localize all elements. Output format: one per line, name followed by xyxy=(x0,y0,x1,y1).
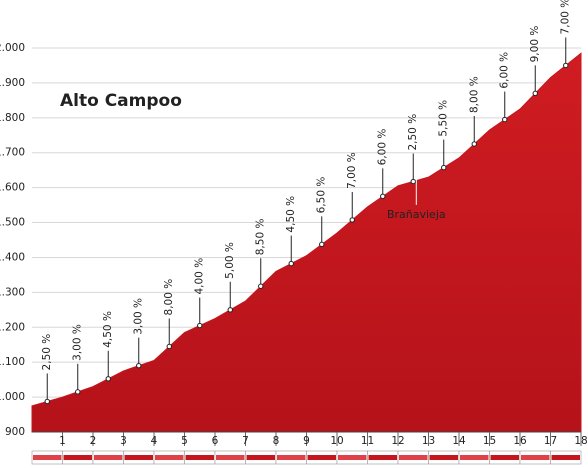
km-strip-band xyxy=(338,455,367,460)
km-strip-band xyxy=(155,455,184,460)
x-tick-label: 18 xyxy=(574,435,587,447)
gradient-dot xyxy=(319,241,325,248)
km-strip-band xyxy=(185,455,214,460)
gradient-label: 3,00 % xyxy=(72,324,84,361)
gradient-label: 4,50 % xyxy=(102,311,114,348)
x-tick-label: 16 xyxy=(513,435,527,447)
x-tick-label: 9 xyxy=(303,435,310,447)
gradient-dot xyxy=(349,217,355,223)
y-tick-label: 1.000 xyxy=(0,391,25,403)
gradient-dot xyxy=(258,283,264,289)
km-strip-band xyxy=(429,455,458,460)
x-tick-label: 7 xyxy=(242,435,249,447)
y-tick-label: 1.800 xyxy=(0,112,25,124)
gradient-label: 5,50 % xyxy=(438,100,450,137)
gradient-label: 7,00 % xyxy=(560,0,572,34)
gradient-dot xyxy=(471,141,477,147)
gradient-dot xyxy=(502,116,508,123)
y-tick-label: 1.200 xyxy=(0,321,25,333)
gradient-dot xyxy=(288,260,294,267)
y-tick-label: 1.500 xyxy=(0,217,25,229)
km-strip-band xyxy=(368,455,397,460)
x-tick-label: 6 xyxy=(212,435,219,447)
x-tick-label: 5 xyxy=(181,435,188,447)
km-strip-band xyxy=(277,455,306,460)
x-tick-label: 12 xyxy=(391,435,404,447)
gradient-dot xyxy=(227,307,233,313)
gradient-label: 3,00 % xyxy=(133,298,145,335)
gradient-label: 5,00 % xyxy=(224,242,236,279)
gradient-dot xyxy=(105,376,111,382)
x-tick-label: 2 xyxy=(90,435,97,447)
km-strip-band xyxy=(551,455,580,460)
x-tick-label: 15 xyxy=(483,435,496,447)
gradient-label: 7,00 % xyxy=(346,152,358,189)
gradient-label: 8,00 % xyxy=(163,279,175,316)
x-tick-label: 10 xyxy=(330,435,343,447)
gradient-dot xyxy=(441,164,447,171)
gradient-dot xyxy=(166,343,172,350)
gradient-dot xyxy=(75,389,81,395)
gradient-label: 8,00 % xyxy=(468,76,480,113)
gradient-label: 9,00 % xyxy=(529,26,541,63)
gradient-label: 4,50 % xyxy=(285,196,297,233)
gradient-label: 4,00 % xyxy=(194,258,206,295)
gradient-label: 2,50 % xyxy=(41,334,53,371)
km-strip-band xyxy=(246,455,275,460)
x-tick-label: 13 xyxy=(422,435,435,447)
gradient-dot xyxy=(532,90,538,97)
gradient-dot xyxy=(410,178,416,185)
km-strip-band xyxy=(490,455,519,460)
gradient-dot xyxy=(197,322,203,329)
km-strip-band xyxy=(33,455,62,460)
km-strip-band xyxy=(124,455,153,460)
x-tick-label: 17 xyxy=(544,435,557,447)
y-tick-label: 2.000 xyxy=(0,42,25,54)
y-tick-label: 1.100 xyxy=(0,356,25,368)
gradient-dot xyxy=(136,362,142,369)
km-strip-band xyxy=(307,455,336,460)
km-strip-band xyxy=(521,455,550,460)
y-tick-label: 1.900 xyxy=(0,77,25,89)
y-tick-label: 900 xyxy=(5,426,25,438)
x-tick-label: 4 xyxy=(151,435,158,447)
km-strip-band xyxy=(216,455,245,460)
gradient-label: 2,50 % xyxy=(407,114,419,151)
gradient-label: 8,50 % xyxy=(255,219,267,256)
gradient-label: 6,50 % xyxy=(316,177,328,214)
chart-title: Alto Campoo xyxy=(60,91,182,111)
y-tick-label: 1.700 xyxy=(0,147,25,159)
km-strip-band xyxy=(94,455,123,460)
km-strip-band xyxy=(63,455,92,460)
gradient-label: 6,00 % xyxy=(499,52,511,89)
annotation: Brañavieja xyxy=(387,208,446,221)
x-tick-label: 3 xyxy=(120,435,127,447)
gradient-dot xyxy=(563,62,569,69)
x-tick-label: 8 xyxy=(273,435,280,447)
x-tick-label: 11 xyxy=(361,435,374,447)
x-tick-label: 1 xyxy=(59,435,66,447)
km-strip-band xyxy=(460,455,489,460)
y-tick-label: 1.600 xyxy=(0,182,25,194)
km-strip-band xyxy=(399,455,428,460)
gradient-label: 6,00 % xyxy=(377,129,389,166)
y-tick-label: 1.300 xyxy=(0,286,25,298)
x-tick-label: 14 xyxy=(452,435,466,447)
y-tick-label: 1.400 xyxy=(0,251,25,263)
gradient-dot xyxy=(44,398,50,405)
gradient-dot xyxy=(380,193,386,200)
